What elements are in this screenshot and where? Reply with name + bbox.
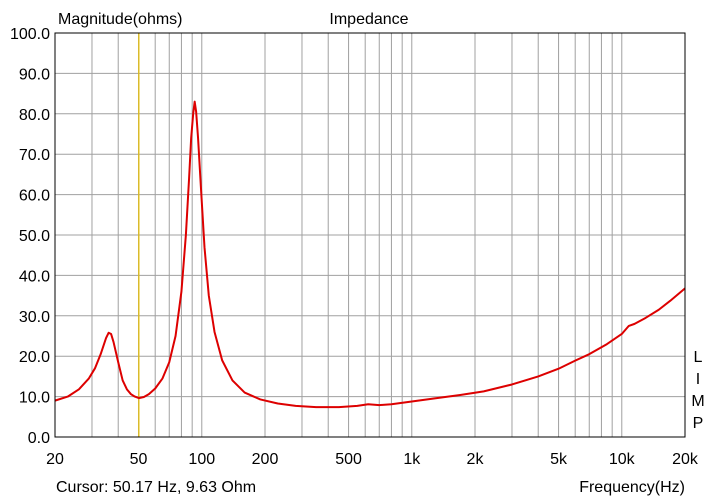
x-tick-label: 20 — [46, 451, 64, 468]
impedance-curve — [54, 100, 686, 409]
x-tick-label: 500 — [335, 451, 362, 468]
side-label-i: I — [696, 371, 700, 388]
y-tick-label: 10.0 — [19, 390, 50, 407]
y-tick-label: 40.0 — [19, 268, 50, 285]
y-tick-labels: 0.0 10.0 20.0 30.0 40.0 50.0 60.0 70.0 80.0 90.0 1… — [10, 26, 50, 447]
y-tick-label: 30.0 — [19, 309, 50, 326]
plot-frame — [54, 32, 686, 438]
y-tick-label: 70.0 — [19, 147, 50, 164]
cursor-readout: Cursor: 50.17 Hz, 9.63 Ohm — [56, 479, 256, 496]
y-tick-label: 80.0 — [19, 107, 50, 124]
y-tick-label: 90.0 — [19, 66, 50, 83]
y-tick-label: 20.0 — [19, 349, 50, 366]
x-tick-label: 5k — [550, 451, 568, 468]
x-tick-label: 100 — [188, 451, 215, 468]
y-axis-label: Magnitude(ohms) — [58, 11, 183, 28]
x-tick-label: 20k — [672, 451, 699, 468]
side-label-m: M — [691, 393, 704, 410]
y-tick-label: 50.0 — [19, 228, 50, 245]
x-tick-label: 1k — [403, 451, 421, 468]
y-tick-label: 60.0 — [19, 188, 50, 205]
side-label-l: L — [694, 349, 703, 366]
x-tick-labels: 20 50 100 200 500 1k 2k 5k 10k 20k — [46, 451, 699, 468]
side-label-limp: L I M P — [691, 349, 704, 432]
side-label-p: P — [693, 415, 704, 432]
x-tick-label: 10k — [609, 451, 636, 468]
x-tick-label: 50 — [130, 451, 148, 468]
x-tick-label: 2k — [467, 451, 485, 468]
data-series-layer — [54, 100, 686, 409]
x-axis-label: Frequency(Hz) — [579, 479, 685, 496]
x-tick-label: 200 — [252, 451, 279, 468]
y-tick-label: 100.0 — [10, 26, 50, 43]
chart-title: Impedance — [329, 11, 408, 28]
y-tick-label: 0.0 — [28, 430, 50, 447]
grid-lines — [55, 33, 685, 437]
